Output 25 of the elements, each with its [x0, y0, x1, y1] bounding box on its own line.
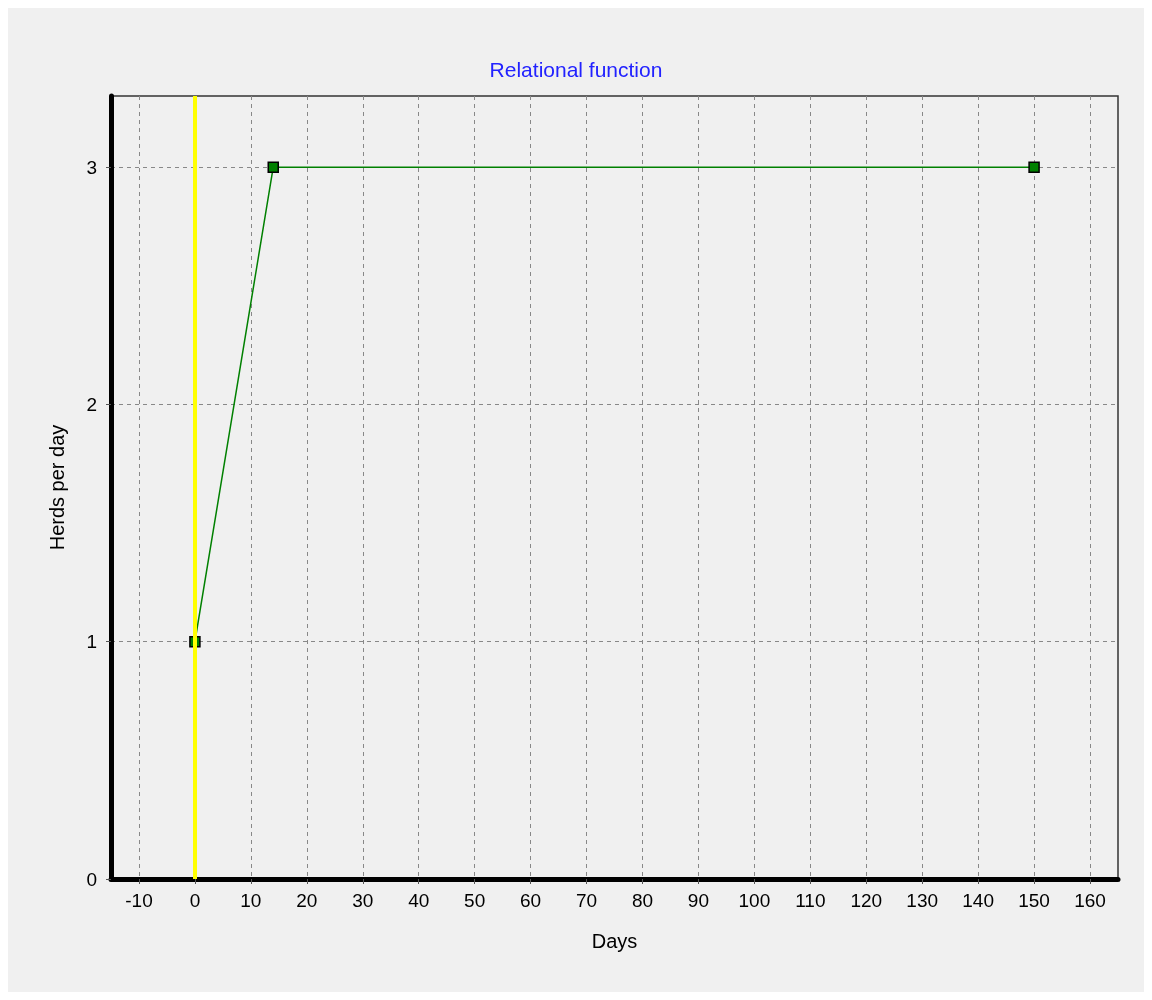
chart-title: Relational function — [489, 58, 663, 81]
y-tick-label: 2 — [86, 393, 97, 415]
x-tick-label: 60 — [520, 890, 542, 911]
x-tick-label: 80 — [631, 890, 654, 911]
x-tick-label: 10 — [240, 890, 262, 911]
x-tick-label: 100 — [738, 890, 771, 911]
x-tick-label: 160 — [1074, 890, 1106, 911]
y-axis-title: Herds per day — [46, 424, 68, 551]
x-tick-label: 20 — [296, 890, 318, 911]
x-tick-label: 140 — [962, 890, 994, 911]
y-tick-label: 0 — [86, 868, 97, 890]
x-tick-label: 90 — [687, 890, 709, 911]
x-tick-label: 110 — [795, 890, 826, 911]
x-tick-label: 130 — [906, 890, 939, 911]
x-tick-label: 40 — [408, 890, 430, 911]
x-tick-label: 150 — [1018, 890, 1050, 911]
y-tick-label: 1 — [86, 631, 97, 653]
x-tick-label: 70 — [575, 890, 598, 911]
y-tick-label: 3 — [86, 156, 97, 178]
x-tick-label: 30 — [352, 890, 374, 911]
x-tick-label: 0 — [189, 890, 201, 911]
x-tick-label: 120 — [850, 890, 883, 911]
x-tick-label: -10 — [125, 890, 153, 911]
x-tick-label: 50 — [464, 890, 486, 911]
x-axis-title: Days — [591, 930, 638, 952]
